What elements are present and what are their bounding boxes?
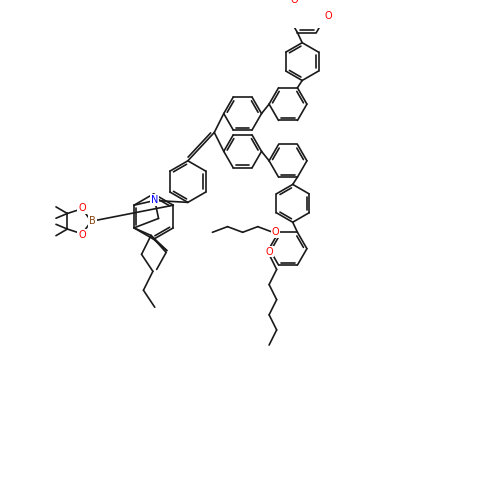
Text: O: O bbox=[272, 228, 280, 237]
Text: O: O bbox=[78, 230, 86, 240]
Text: O: O bbox=[291, 0, 298, 5]
Text: N: N bbox=[151, 194, 158, 204]
Text: O: O bbox=[325, 11, 332, 21]
Text: O: O bbox=[266, 246, 273, 256]
Text: B: B bbox=[89, 216, 96, 226]
Text: O: O bbox=[78, 202, 86, 212]
